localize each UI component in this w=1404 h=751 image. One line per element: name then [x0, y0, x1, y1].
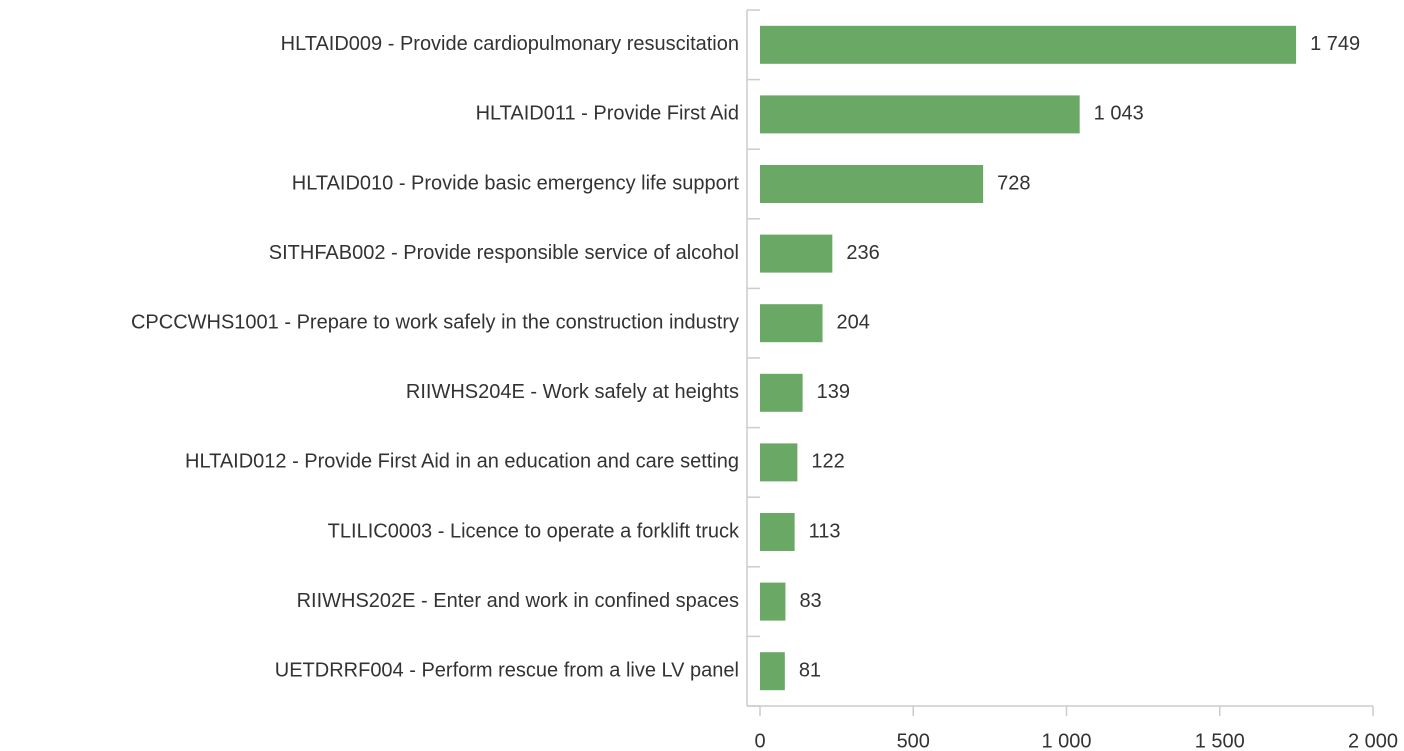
- y-tick-label: CPCCWHS1001 - Prepare to work safely in …: [131, 311, 739, 333]
- bar: [760, 95, 1080, 134]
- value-label: 81: [799, 659, 821, 681]
- x-tick-label: 0: [754, 730, 765, 751]
- x-tick-label: 1 500: [1195, 730, 1245, 751]
- x-tick-label: 1 000: [1041, 730, 1091, 751]
- y-tick-label: HLTAID012 - Provide First Aid in an educ…: [185, 451, 739, 473]
- y-tick-label: SITHFAB002 - Provide responsible service…: [269, 242, 739, 264]
- value-label: 204: [837, 311, 870, 333]
- y-tick-label: UETDRRF004 - Perform rescue from a live …: [275, 659, 739, 681]
- y-tick-label: TLILIC0003 - Licence to operate a forkli…: [328, 520, 740, 542]
- bar: [760, 652, 785, 691]
- bar: [760, 304, 823, 343]
- y-tick-label: RIIWHS204E - Work safely at heights: [406, 381, 739, 403]
- x-tick-label: 500: [897, 730, 930, 751]
- value-label: 122: [811, 451, 844, 473]
- value-label: 1 043: [1094, 103, 1144, 125]
- bar: [760, 582, 786, 621]
- value-label: 113: [809, 520, 841, 542]
- bar: [760, 373, 803, 412]
- x-tick-label: 2 000: [1348, 730, 1398, 751]
- y-tick-label: RIIWHS202E - Enter and work in confined …: [297, 590, 739, 612]
- value-label: 139: [817, 381, 850, 403]
- value-label: 728: [997, 172, 1030, 194]
- y-tick-label: HLTAID010 - Provide basic emergency life…: [292, 172, 740, 194]
- bar: [760, 165, 984, 203]
- bar: [760, 25, 1297, 64]
- bar: [760, 234, 833, 273]
- bar: [760, 443, 798, 482]
- bar: [760, 513, 795, 551]
- value-label: 236: [846, 242, 879, 264]
- y-tick-label: HLTAID011 - Provide First Aid: [476, 103, 739, 125]
- value-label: 83: [799, 590, 821, 612]
- value-label: 1 749: [1310, 33, 1360, 55]
- y-tick-label: HLTAID009 - Provide cardiopulmonary resu…: [281, 33, 739, 55]
